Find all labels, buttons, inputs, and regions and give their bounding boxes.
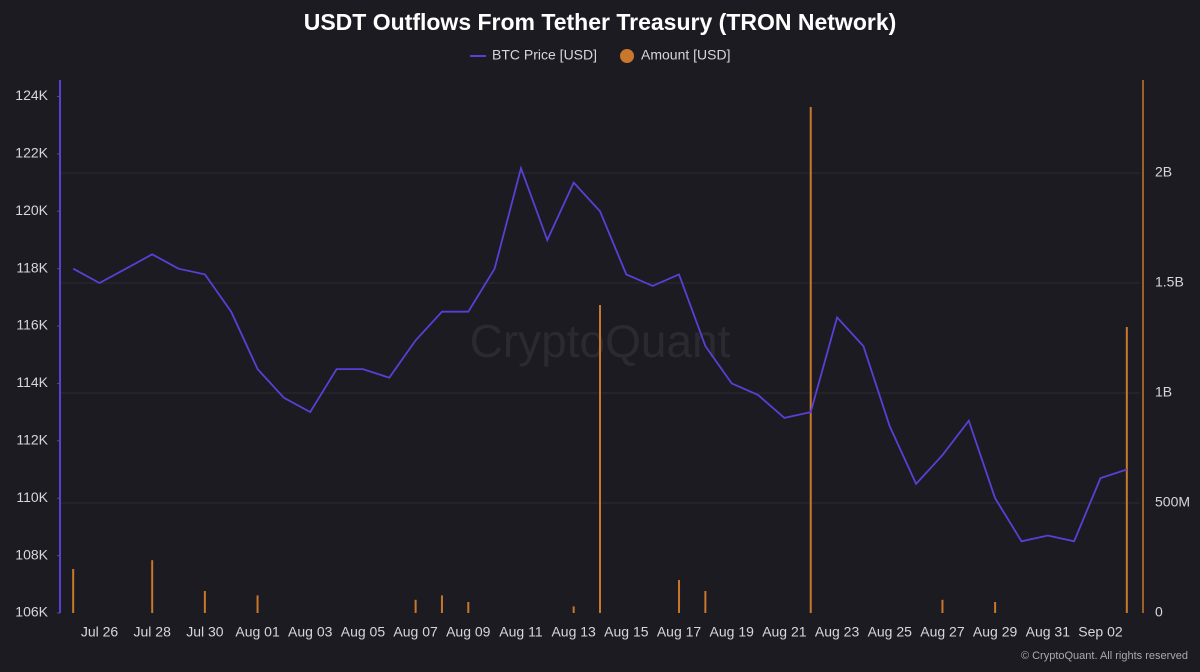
bar — [704, 591, 707, 613]
y2-tick-label: 2B — [1155, 164, 1172, 180]
bar — [599, 305, 601, 613]
footer: © CryptoQuant. All rights reserved — [1021, 650, 1188, 662]
x-tick-label: Aug 29 — [973, 624, 1018, 640]
chart-title: USDT Outflows From Tether Treasury (TRON… — [304, 9, 897, 35]
y-tick-label: 122K — [15, 145, 48, 161]
x-tick-label: Aug 05 — [341, 624, 386, 640]
x-tick-label: Aug 27 — [920, 624, 965, 640]
x-tick-label: Aug 19 — [710, 624, 755, 640]
legend-dot — [620, 49, 635, 63]
y2-tick-label: 1B — [1155, 384, 1172, 400]
bar — [414, 599, 417, 613]
bar — [809, 107, 812, 613]
x-tick-label: Jul 28 — [134, 624, 172, 640]
bar — [72, 569, 75, 613]
y2-tick-label: 500M — [1155, 494, 1190, 510]
bar — [256, 595, 259, 613]
y-tick-label: 112K — [16, 432, 48, 448]
y-tick-label: 124K — [15, 87, 48, 103]
bar — [994, 602, 997, 613]
price-line — [72, 165, 1128, 543]
legend-label: Amount [USD] — [641, 47, 730, 63]
bar — [151, 560, 154, 613]
y-tick-label: 114K — [16, 374, 48, 390]
x-tick-label: Aug 25 — [868, 624, 913, 640]
bar — [203, 591, 206, 613]
y-tick-label: 108K — [15, 546, 48, 562]
bar — [678, 580, 681, 613]
x-tick-label: Jul 30 — [186, 624, 224, 640]
bar — [572, 606, 575, 613]
y-tick-label: 106K — [15, 604, 48, 620]
x-tick-label: Aug 31 — [1026, 624, 1071, 640]
y-tick-label: 120K — [15, 202, 48, 218]
legend-label: BTC Price [USD] — [492, 47, 597, 63]
x-tick-label: Aug 17 — [657, 624, 702, 640]
y-tick-label: 118K — [16, 259, 48, 275]
x-tick-label: Aug 15 — [604, 624, 649, 640]
y2-tick-label: 0 — [1155, 604, 1163, 620]
bar — [440, 595, 443, 613]
legend: BTC Price [USD] Amount [USD] — [470, 47, 731, 63]
y-tick-label: 116K — [16, 317, 48, 333]
x-tick-label: Sep 02 — [1078, 624, 1123, 640]
x-tick-label: Aug 11 — [499, 624, 543, 640]
x-tick-label: Aug 23 — [815, 624, 860, 640]
x-tick-label: Aug 03 — [288, 624, 333, 640]
y2-tick-label: 1.5B — [1155, 274, 1184, 290]
x-tick-label: Jul 26 — [81, 624, 119, 640]
x-tick-label: Aug 09 — [446, 624, 491, 640]
y-tick-label: 110K — [16, 489, 48, 505]
x-tick-label: Aug 13 — [551, 624, 596, 640]
bar — [941, 599, 944, 613]
x-tick-label: Aug 07 — [393, 624, 438, 640]
bar — [467, 602, 470, 613]
x-tick-label: Aug 01 — [235, 624, 280, 640]
x-tick-label: Aug 21 — [762, 624, 807, 640]
